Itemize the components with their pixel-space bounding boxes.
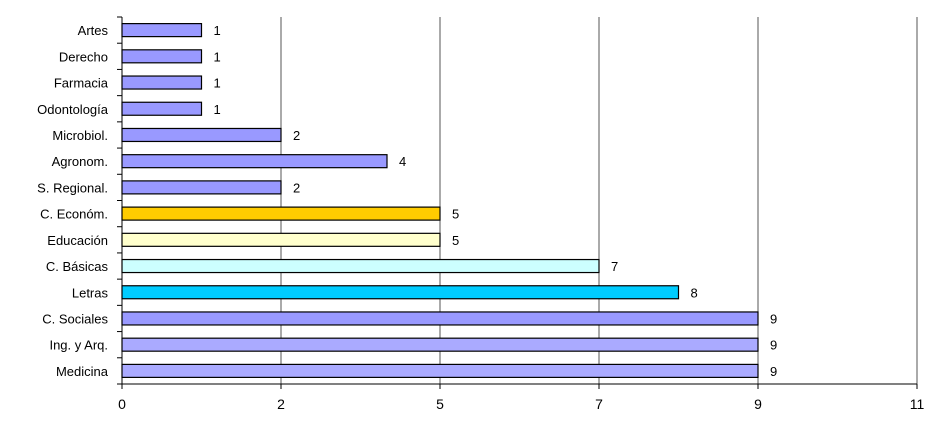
bar-value-label: 1	[214, 76, 221, 91]
y-category-label: C. Económ.	[40, 207, 108, 222]
bar-value-label: 2	[293, 180, 300, 195]
x-tick-label: 7	[595, 396, 603, 412]
bar	[121, 363, 759, 378]
bar-value-label: 5	[452, 207, 459, 222]
bar-value-label: 7	[611, 259, 618, 274]
bar	[121, 311, 759, 326]
bar-value-label: 5	[452, 233, 459, 248]
bar	[121, 258, 600, 274]
x-tick-label: 9	[754, 396, 762, 412]
bar-value-label: 1	[214, 49, 221, 64]
bar-value-label: 9	[770, 338, 777, 353]
bar-value-label: 9	[770, 364, 777, 379]
bar	[121, 232, 441, 247]
bar	[121, 101, 203, 116]
y-category-label: S. Regional.	[37, 180, 108, 195]
y-category-label: Microbiol.	[52, 128, 108, 143]
y-category-label: Letras	[72, 285, 109, 300]
y-category-label: Farmacia	[54, 76, 109, 91]
bar	[121, 180, 282, 195]
bar	[121, 337, 759, 352]
y-category-label: C. Sociales	[42, 311, 108, 326]
bar	[121, 206, 441, 221]
bar	[121, 154, 388, 169]
y-category-label: Derecho	[59, 49, 108, 64]
bar-value-label: 8	[691, 285, 698, 300]
bar	[121, 285, 680, 300]
x-tick-label: 0	[118, 396, 126, 412]
y-category-label: C. Básicas	[46, 259, 109, 274]
bar	[121, 127, 282, 143]
bar	[121, 75, 203, 90]
y-category-label: Educación	[47, 233, 108, 248]
x-tick-label: 2	[277, 396, 285, 412]
bar	[121, 23, 203, 38]
bar-value-label: 1	[214, 102, 221, 117]
y-category-label: Odontología	[37, 102, 109, 117]
x-tick-label: 11	[910, 396, 925, 412]
y-category-label: Ing. y Arq.	[49, 338, 108, 353]
y-category-label: Agronom.	[52, 154, 108, 169]
bar-value-label: 1	[214, 23, 221, 38]
bar	[121, 49, 203, 64]
bar-value-label: 2	[293, 128, 300, 143]
y-category-label: Medicina	[56, 364, 109, 379]
x-tick-label: 5	[436, 396, 444, 412]
y-category-label: Artes	[78, 23, 109, 38]
bar-value-label: 9	[770, 311, 777, 326]
bar-value-label: 4	[399, 154, 406, 169]
